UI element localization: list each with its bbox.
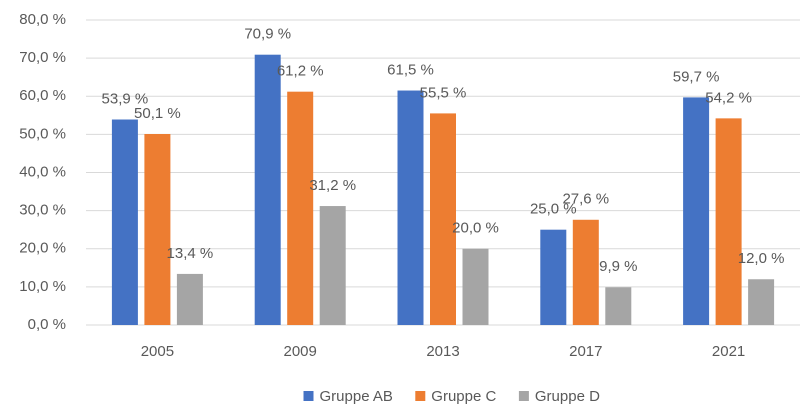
bar <box>462 248 489 325</box>
data-label: 13,4 % <box>167 245 214 262</box>
legend-swatch <box>415 391 426 401</box>
bar <box>572 219 599 325</box>
bar <box>254 54 281 325</box>
bar <box>430 113 456 325</box>
data-label: 61,5 % <box>387 62 434 79</box>
data-label: 70,9 % <box>244 26 291 43</box>
bar <box>144 133 171 325</box>
bar <box>319 206 346 325</box>
bar <box>397 90 424 325</box>
data-label: 50,1 % <box>134 105 181 122</box>
legend-label: Gruppe C <box>431 388 496 405</box>
x-tick-label: 2021 <box>712 343 745 360</box>
y-tick-label: 80,0 % <box>19 11 66 28</box>
x-tick-label: 2005 <box>141 343 174 360</box>
y-tick-label: 60,0 % <box>19 87 66 104</box>
data-label: 25,0 % <box>530 201 577 218</box>
legend-label: Gruppe AB <box>320 388 393 405</box>
data-label: 31,2 % <box>309 177 356 194</box>
x-tick-label: 2009 <box>284 343 317 360</box>
data-label: 59,7 % <box>673 68 720 85</box>
bar <box>111 119 138 325</box>
x-tick-label: 2017 <box>569 343 602 360</box>
bar <box>540 229 567 325</box>
data-label: 53,9 % <box>102 90 149 107</box>
data-label: 55,5 % <box>420 84 467 101</box>
legend-swatch <box>303 391 314 401</box>
y-tick-label: 30,0 % <box>19 202 66 219</box>
y-tick-label: 70,0 % <box>19 49 66 66</box>
y-tick-label: 20,0 % <box>19 240 66 257</box>
y-tick-label: 10,0 % <box>19 278 66 295</box>
bar <box>605 287 632 325</box>
y-tick-label: 0,0 % <box>28 316 66 333</box>
x-tick-label: 2013 <box>426 343 459 360</box>
y-tick-label: 50,0 % <box>19 125 66 142</box>
bar <box>287 91 314 325</box>
data-label: 27,6 % <box>562 191 609 208</box>
data-label: 54,2 % <box>705 89 752 106</box>
data-label: 20,0 % <box>452 220 499 237</box>
bar <box>683 97 710 325</box>
data-label: 61,2 % <box>277 63 324 80</box>
bar <box>748 279 775 325</box>
y-tick-label: 40,0 % <box>19 163 66 180</box>
bar <box>715 118 742 325</box>
data-label: 9,9 % <box>599 258 637 275</box>
legend-swatch <box>518 391 529 401</box>
bar <box>176 273 203 325</box>
legend-label: Gruppe D <box>535 388 600 405</box>
data-label: 12,0 % <box>738 250 785 267</box>
